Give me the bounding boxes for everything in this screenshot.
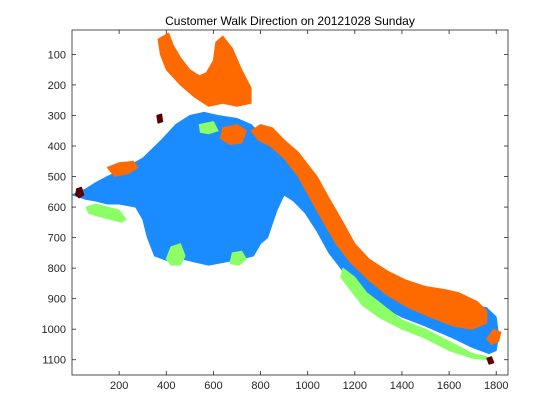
region-green-3: [229, 250, 247, 266]
chart-title: Customer Walk Direction on 20121028 Sund…: [165, 14, 415, 28]
x-tick-label: 1400: [390, 380, 414, 392]
region-green-0: [85, 203, 127, 223]
x-tick-label: 400: [157, 380, 175, 392]
region-orange-1: [250, 124, 488, 330]
x-tick-label: 1000: [295, 380, 319, 392]
y-tick-label: 600: [48, 202, 66, 214]
region-orange-2: [106, 160, 139, 177]
region-dark-0: [75, 186, 85, 199]
region-orange-3: [220, 124, 247, 145]
y-tick-label: 400: [48, 141, 66, 153]
x-tick-label: 800: [251, 380, 269, 392]
y-tick-label: 500: [48, 172, 66, 184]
region-orange-0: [157, 32, 252, 107]
x-tick-label: 200: [110, 380, 128, 392]
region-green-1: [340, 267, 488, 361]
plot-area: [72, 32, 502, 365]
x-tick-label: 1600: [437, 380, 461, 392]
x-tick-label: 600: [204, 380, 222, 392]
y-axis: 100 200 300 400 500 600 700 800 900 1000 1100: [42, 49, 508, 367]
x-tick-label: 1200: [343, 380, 367, 392]
x-tick-label: 1800: [484, 380, 508, 392]
y-tick-label: 200: [48, 80, 66, 92]
y-tick-label: 1000: [42, 324, 66, 336]
x-axis: 200 400 600 800 1000 1200 1400 1600 1800: [110, 30, 508, 392]
y-tick-label: 800: [48, 263, 66, 275]
region-orange-4: [486, 328, 502, 345]
axes-box: [71, 29, 509, 376]
region-green-2: [165, 243, 186, 266]
y-tick-label: 1100: [42, 355, 66, 367]
region-dark-1: [156, 113, 164, 124]
y-tick-label: 100: [48, 49, 66, 61]
region-green-4: [198, 121, 219, 135]
y-tick-label: 300: [48, 110, 66, 122]
y-tick-label: 700: [48, 233, 66, 245]
region-dark-2: [486, 356, 495, 365]
y-tick-label: 900: [48, 294, 66, 306]
